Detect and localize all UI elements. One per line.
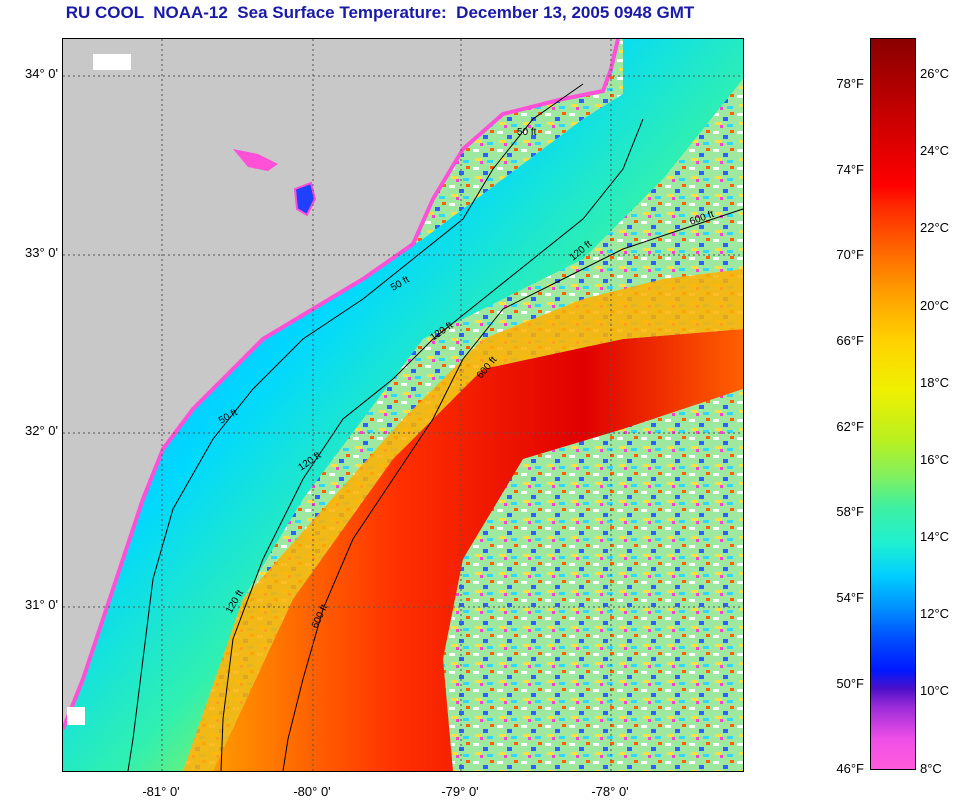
colorbar-celsius-label: 26°C (920, 66, 950, 81)
colorbar-fahrenheit-label: 74°F (836, 162, 864, 177)
colorbar-fahrenheit-label: 70°F (836, 247, 864, 262)
chart-title: RU COOL NOAA-12 Sea Surface Temperature:… (65, 3, 695, 22)
colorbar-fahrenheit-label: 50°F (836, 676, 864, 691)
gulf-stream-edge (183, 269, 743, 771)
contour-50ft (127, 83, 584, 771)
colorbar-celsius-label: 24°C (920, 143, 950, 158)
lat-label-34: 34° 0' (25, 66, 58, 81)
sst-map-svg: 50 ft 50 ft 50 ft 120 ft 120 ft 120 ft 1… (63, 39, 743, 771)
inland-lake (293, 181, 317, 217)
colorbar-celsius-label: 14°C (920, 529, 950, 544)
colorbar-fahrenheit-label: 62°F (836, 419, 864, 434)
temperature-colorbar (870, 38, 916, 770)
cloud-patch (67, 707, 85, 725)
colorbar-celsius-label: 20°C (920, 298, 950, 313)
lon-label-78: -78° 0' (591, 784, 629, 799)
colorbar-celsius-label: 12°C (920, 606, 950, 621)
colorbar-fahrenheit-label: 46°F (836, 761, 864, 776)
colorbar-fahrenheit-label: 78°F (836, 76, 864, 91)
colorbar-celsius-label: 8°C (920, 761, 942, 776)
lon-label-80: -80° 0' (293, 784, 331, 799)
cloud-patch (93, 54, 131, 70)
contour-label: 50 ft (517, 127, 537, 138)
inland-patch (233, 149, 278, 171)
colorbar-fahrenheit-label: 54°F (836, 590, 864, 605)
land (63, 39, 618, 729)
lat-label-33: 33° 0' (25, 245, 58, 260)
contour-120ft (220, 118, 644, 771)
lon-label-81: -81° 0' (142, 784, 180, 799)
colorbar-fahrenheit-label: 58°F (836, 504, 864, 519)
shelf-water (63, 39, 743, 771)
lat-label-32: 32° 0' (25, 423, 58, 438)
sst-map: 50 ft 50 ft 50 ft 120 ft 120 ft 120 ft 1… (62, 38, 744, 772)
lon-label-79: -79° 0' (441, 784, 479, 799)
colorbar-fahrenheit-label: 66°F (836, 333, 864, 348)
lat-label-31: 31° 0' (25, 597, 58, 612)
gulf-stream (213, 329, 743, 771)
colorbar-celsius-label: 22°C (920, 220, 950, 235)
contour-600ft (282, 208, 743, 771)
colorbar-celsius-label: 10°C (920, 683, 950, 698)
colorbar-celsius-label: 18°C (920, 375, 950, 390)
colorbar-celsius-label: 16°C (920, 452, 950, 467)
